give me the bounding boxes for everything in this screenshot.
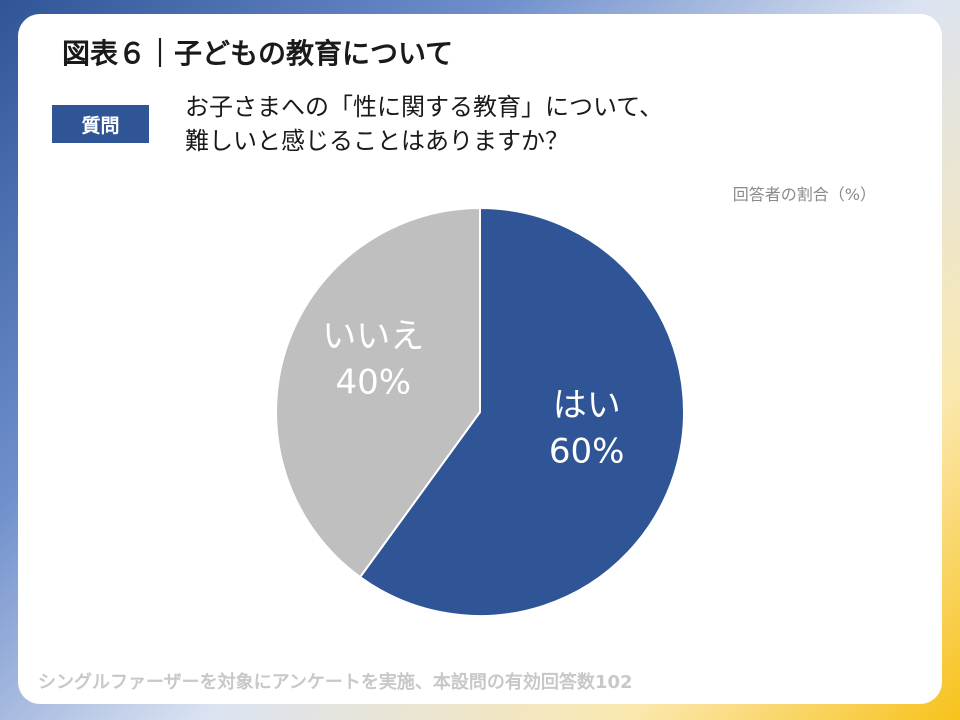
- pie-labels: はい 60% いいえ 40%: [322, 316, 624, 471]
- question-text: お子さまへの「性に関する教育」について、 難しいと感じることはありますか？: [185, 90, 663, 158]
- pie-slices: [275, 206, 685, 617]
- slice-value-label-2: 40%: [336, 362, 412, 402]
- footer-note: シングルファーザーを対象にアンケートを実施、本設問の有効回答数102: [38, 672, 633, 693]
- unit-note: 回答者の割合（%）: [732, 185, 876, 204]
- question-line-1: お子さまへの「性に関する教育」について、: [185, 93, 664, 121]
- slice-category-label-1: はい: [553, 386, 621, 426]
- slice-value-label-1: 60%: [549, 432, 625, 472]
- pie-chart: はい 60% いいえ 40%: [275, 206, 685, 617]
- question-line-2: 難しいと感じることはありますか？: [185, 127, 569, 155]
- page-title: 図表６｜子どもの教育について: [62, 37, 454, 70]
- slice-category-label-2: いいえ: [322, 316, 424, 356]
- pie-slice-1: [358, 206, 685, 617]
- question-badge: 質問: [52, 105, 149, 143]
- content-card: 図表６｜子どもの教育について 質問 お子さまへの「性に関する教育」について、 難…: [18, 14, 942, 704]
- pie-slice-2: [275, 206, 481, 579]
